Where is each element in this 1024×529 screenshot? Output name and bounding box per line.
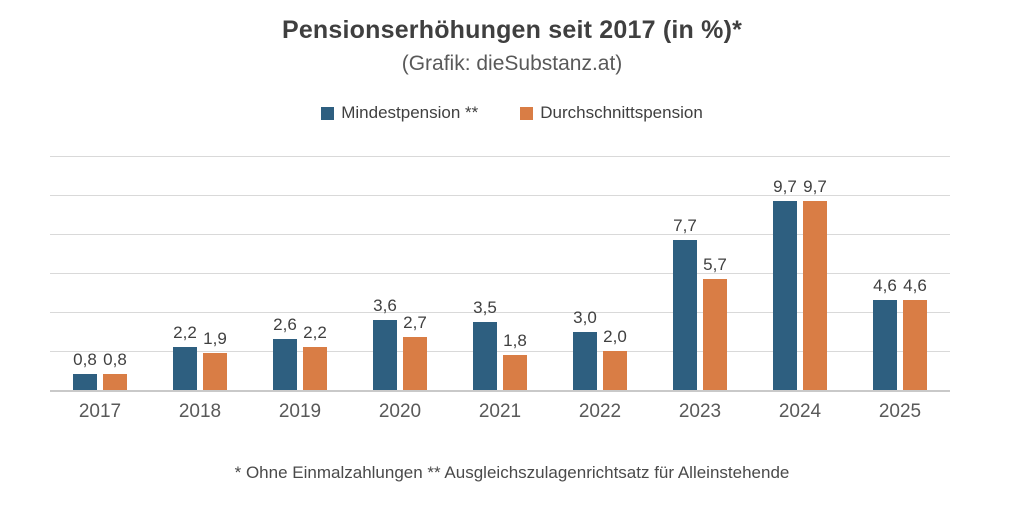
x-tick-label-2018: 2018 <box>178 401 222 422</box>
grid-line <box>50 156 950 157</box>
bar-group-2017: 0,8 0,8 <box>50 156 150 390</box>
x-tick-label-2024: 2024 <box>778 401 822 422</box>
bar-2025-mindestpension <box>873 300 897 390</box>
legend-label-mindestpension: Mindestpension ** <box>341 103 479 122</box>
bar-value-label: 1,9 <box>203 328 227 348</box>
bar-group-2025: 4,6 4,6 <box>850 156 950 390</box>
grid-line <box>50 312 950 313</box>
bar-2025-durchschnittspension <box>903 300 927 390</box>
bar-value-label: 4,6 <box>903 276 927 296</box>
bar-value-label: 2,7 <box>403 313 427 333</box>
bar-group-2018: 2,2 1,9 <box>150 156 250 390</box>
bar-group-2019: 2,6 2,2 <box>250 156 350 390</box>
chart-subtitle: (Grafik: dieSubstanz.at) <box>401 52 623 75</box>
footnote: * Ohne Einmalzahlungen ** Ausgleichszula… <box>234 463 790 482</box>
chart-title: Pensionserhöhungen seit 2017 (in %)* <box>281 16 743 44</box>
legend-item-mindestpension: Mindestpension ** <box>321 103 478 123</box>
legend-swatch-orange-icon <box>520 106 534 120</box>
bar-value-label: 2,6 <box>273 315 297 335</box>
bar-2020-mindestpension <box>373 319 397 390</box>
legend-item-durchschnittspension: Durchschnittspension <box>520 103 703 123</box>
bar-group-2022: 3,0 2,0 <box>550 156 650 390</box>
bar-2019-mindestpension <box>273 339 297 390</box>
bar-value-label: 3,0 <box>573 307 597 327</box>
bar-group-2020: 3,6 2,7 <box>350 156 450 390</box>
grid-line <box>50 351 950 352</box>
x-tick-label-2020: 2020 <box>378 401 422 422</box>
bar-2018-durchschnittspension <box>203 352 227 390</box>
bar-2017-mindestpension <box>73 374 97 390</box>
bar-2018-mindestpension <box>173 347 197 390</box>
bar-2022-durchschnittspension <box>603 351 627 390</box>
bar-value-label: 0,8 <box>73 350 97 370</box>
plot-area: 0,8 0,8 2,2 1,9 2,6 2,2 3,6 2,7 3,5 1,8 3,0 2,0 7,7 5… <box>50 156 950 392</box>
bar-group-2024: 9,7 9,7 <box>750 156 850 390</box>
grid-line <box>50 273 950 274</box>
bar-2020-durchschnittspension <box>403 337 427 390</box>
x-tick-label-2023: 2023 <box>678 401 722 422</box>
x-tick-label-2022: 2022 <box>578 401 622 422</box>
bar-2024-mindestpension <box>773 200 797 390</box>
bar-2023-mindestpension <box>673 239 697 390</box>
x-axis: 2017 2018 2019 2020 2021 2022 2023 2024 2025 <box>50 401 950 427</box>
bar-value-label: 2,0 <box>603 327 627 346</box>
bar-value-label: 3,6 <box>373 295 397 315</box>
bar-value-label: 2,2 <box>303 323 327 343</box>
bar-group-2023: 7,7 5,7 <box>650 156 750 390</box>
bar-2024-durchschnittspension <box>803 200 827 390</box>
bar-2019-durchschnittspension <box>303 347 327 390</box>
bar-value-label: 2,2 <box>173 323 197 343</box>
bar-value-label: 9,7 <box>773 176 797 196</box>
bar-value-label: 4,6 <box>873 276 897 296</box>
bar-value-label: 0,8 <box>103 350 127 370</box>
grid-line <box>50 234 950 235</box>
bar-value-label: 3,5 <box>473 297 497 317</box>
x-tick-label-2025: 2025 <box>878 401 922 422</box>
grid-line <box>50 195 950 196</box>
bar-group-2021: 3,5 1,8 <box>450 156 550 390</box>
bar-value-label: 9,7 <box>803 176 827 196</box>
legend-label-durchschnittspension: Durchschnittspension <box>540 103 703 122</box>
legend: Mindestpension ** Durchschnittspension <box>0 103 1024 123</box>
legend-swatch-blue-icon <box>321 106 335 120</box>
bar-2017-durchschnittspension <box>103 374 127 390</box>
bar-value-label: 7,7 <box>673 215 697 235</box>
bar-2021-mindestpension <box>473 321 497 390</box>
bar-2021-durchschnittspension <box>503 354 527 390</box>
bar-2023-durchschnittspension <box>703 278 727 390</box>
x-tick-label-2021: 2021 <box>478 401 522 422</box>
bar-value-label: 1,8 <box>503 330 527 350</box>
bar-value-label: 5,7 <box>703 254 727 274</box>
bar-2022-mindestpension <box>573 331 597 390</box>
x-tick-label-2019: 2019 <box>278 401 322 422</box>
x-tick-label-2017: 2017 <box>78 401 122 422</box>
